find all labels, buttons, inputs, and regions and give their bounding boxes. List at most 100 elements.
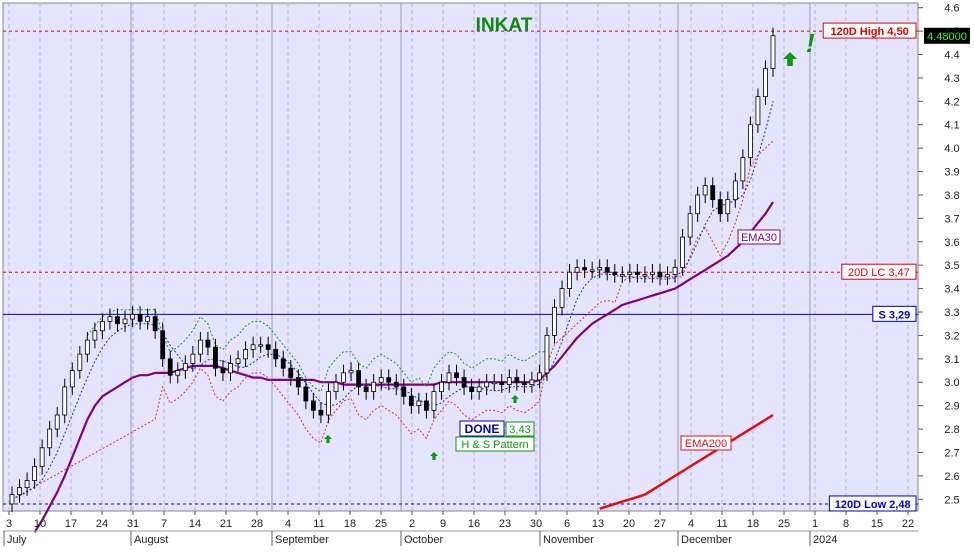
candle-body [559,288,565,308]
candle-body [182,363,188,371]
candle-body [514,377,520,383]
last-price-label: 4.48000 [927,31,967,43]
y-tick-label: 3.7 [944,213,959,225]
candle-body [695,194,701,215]
y-tick-label: 2.5 [944,494,959,506]
level-label-box [841,263,917,280]
level-label: 20D LC 3,47 [848,267,910,279]
done-value: 3,43 [509,424,530,436]
candle-body [378,377,384,383]
candle-body [243,349,248,360]
month-label: November [543,534,594,546]
candle-body [9,494,15,505]
candle-body [732,180,738,201]
candle-body [393,381,399,388]
y-tick-label: 3.0 [944,377,959,389]
x-tick-label: 8 [843,518,849,530]
y-tick-label: 4.3 [944,73,959,85]
candle-body [574,267,580,273]
candle-body [137,313,143,322]
candle-body [740,157,746,182]
candle-body [725,199,731,215]
candle-body [582,267,588,271]
candle-body [747,124,753,158]
candle-body [386,377,392,383]
candle-body [47,428,53,449]
candle-body [115,316,120,325]
y-tick-label: 4.0 [944,143,959,155]
candle-body [167,358,173,376]
candle-body [687,213,693,238]
x-tick-label: 16 [468,518,480,530]
candle-body [62,386,68,416]
done-label-box [459,420,505,437]
candle-body [341,372,346,383]
y-tick-label: 3.3 [944,307,959,319]
candle-body [333,381,339,393]
x-tick-label: 18 [344,518,356,530]
candle-body [152,316,158,332]
y-tick-label: 3.6 [944,237,959,249]
y-tick-label: 4.2 [944,96,959,108]
candle-body [295,377,301,388]
x-tick-label: 2 [409,518,415,530]
ema30-label-box [737,229,781,245]
buy-arrow-icon [783,52,797,66]
candle-body [770,35,776,69]
x-tick-label: 14 [189,518,201,530]
x-tick-label: 24 [96,518,108,530]
candle-body [24,480,30,488]
y-tick-label: 3.9 [944,167,959,179]
candle-body [17,487,22,496]
trailing-stop-line [11,140,774,500]
x-tick-label: 25 [375,518,387,530]
level-label-box [872,305,917,322]
candle-body [439,381,444,393]
candle-body [431,391,437,411]
ema200-label-box [680,435,732,451]
x-tick-label: 25 [778,518,790,530]
ema30-label: EMA30 [741,232,777,244]
candle-body [552,306,557,336]
candle-body [160,330,166,360]
candle-body [461,377,467,388]
label-layer: 120D High 4,50 20D LC 3,47 S 3,29 120D Low … [324,22,970,512]
y-tick-label: 3.4 [944,284,959,296]
candle-body [100,320,105,332]
x-tick-label: 21 [220,518,232,530]
candle-body [597,267,603,271]
x-tick-label: 27 [654,518,666,530]
candle-body [145,316,151,322]
candle-body [627,271,633,275]
candle-body [672,267,678,275]
y-tick-label: 4.1 [944,120,959,132]
x-tick-label: 18 [747,518,759,530]
candle-body [506,377,512,385]
candle-body [303,386,309,402]
candle-body [484,381,490,388]
candle-body [205,339,211,348]
x-tick-label: 13 [592,518,604,530]
y-tick-label: 2.8 [944,424,959,436]
candle-body [371,381,377,393]
candle-body [258,344,264,347]
buy-arrow-icon [511,395,519,403]
grid-layer [8,3,909,511]
x-tick-label: 7 [161,518,167,530]
y-tick-label: 3.2 [944,330,959,342]
level-label-box [822,22,917,39]
candle-body [702,185,708,196]
candle-body [348,370,354,374]
candle-body [280,358,286,369]
candle-body [567,271,572,290]
candle-body [604,267,610,273]
candle-body [634,271,640,275]
candle-body [363,386,369,393]
candle-body [318,409,324,416]
buy-arrow-icon [324,435,332,443]
candle-body [273,349,279,360]
y-tick-label: 3.1 [944,354,959,366]
month-label: October [404,534,443,546]
